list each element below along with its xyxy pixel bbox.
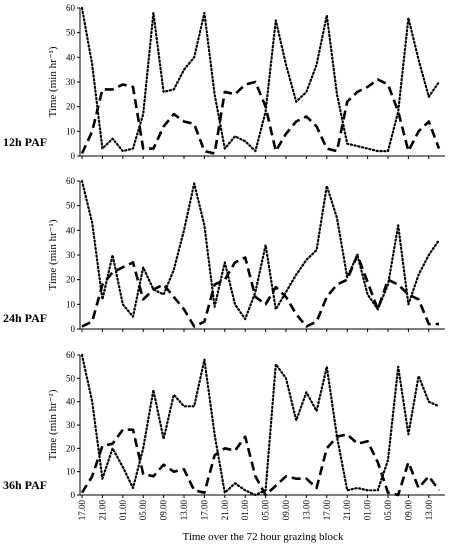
panel-1: 0 10 20 30 40 50 60 Time (min hr⁻¹) 12h PAF — [3, 3, 445, 161]
x-tick-label: 01.00 — [240, 500, 250, 521]
dashed-series-line — [81, 253, 439, 328]
y-tick-label: 0 — [71, 151, 76, 161]
x-tick-label: 09.00 — [159, 500, 169, 521]
y-tick-label: 60 — [66, 3, 76, 13]
panel-label: 24h PAF — [3, 311, 47, 325]
x-axis-title: Time over the 72 hour grazing block — [183, 531, 344, 543]
dotted-series-line — [80, 353, 441, 497]
dotted-series-line — [80, 179, 441, 321]
dotted-series-line — [80, 6, 441, 153]
x-tick-label: 21.00 — [220, 500, 230, 521]
y-tick-label: 30 — [66, 250, 76, 260]
x-tick-label: 13.00 — [301, 500, 311, 521]
y-tick-label: 60 — [66, 176, 76, 186]
x-tick-label: 01.00 — [118, 500, 128, 521]
y-axis-title: Time (min hr⁻¹) — [47, 46, 59, 117]
x-tick-label: 05.00 — [138, 500, 148, 521]
panel-2: 0 10 20 30 40 50 60 Time (min hr⁻¹) 24h PAF — [3, 176, 445, 334]
x-tick-label: 21.00 — [97, 500, 107, 521]
y-tick-label: 50 — [66, 201, 76, 211]
y-tick-label: 30 — [66, 420, 76, 430]
y-tick-label: 10 — [66, 126, 76, 136]
y-tick-label: 20 — [66, 443, 76, 453]
panel-label: 36h PAF — [3, 478, 47, 492]
y-tick-label: 40 — [66, 225, 76, 235]
x-tick-label: 13.00 — [424, 500, 434, 521]
y-tick-label: 20 — [66, 275, 76, 285]
y-tick-label: 0 — [71, 490, 76, 500]
y-tick-label: 60 — [66, 350, 76, 360]
y-tick-label: 20 — [66, 102, 76, 112]
x-tick-label: 13.00 — [179, 500, 189, 521]
chart-panels: 0 10 20 30 40 50 60 Time (min hr⁻¹) 12h PAF 0 10 20… — [3, 3, 445, 520]
y-tick-label: 0 — [71, 324, 76, 334]
y-tick-label: 10 — [66, 467, 76, 477]
x-tick-label: 17.00 — [199, 500, 209, 521]
x-tick-label: 05.00 — [383, 500, 393, 521]
x-tick-label: 09.00 — [403, 500, 413, 521]
panel-3: 0 10 20 30 40 50 60 Time (min hr⁻¹) 36h PAF — [3, 350, 445, 500]
dashed-series-line — [80, 78, 441, 155]
panel-label: 12h PAF — [3, 135, 47, 149]
y-tick-label: 50 — [66, 28, 76, 38]
y-tick-label: 50 — [66, 373, 76, 383]
y-tick-label: 10 — [66, 299, 76, 309]
y-tick-label: 30 — [66, 77, 76, 87]
x-tick-label: 17.00 — [77, 500, 87, 521]
x-tick-label: 17.00 — [322, 500, 332, 521]
y-tick-label: 40 — [66, 397, 76, 407]
y-axis-title: Time (min hr⁻¹) — [47, 389, 59, 460]
x-tick-label: 09.00 — [281, 500, 291, 521]
x-tick-label: 21.00 — [342, 500, 352, 521]
x-tick-label: 05.00 — [261, 500, 271, 521]
y-axis-title: Time (min hr⁻¹) — [47, 219, 59, 290]
x-tick-labels: 17.00 21.00 01.00 05.00 09.00 13.00 17.00 21.00… — [77, 500, 434, 521]
y-tick-label: 40 — [66, 52, 76, 62]
dashed-series-line — [80, 428, 441, 497]
x-tick-label: 01.00 — [363, 500, 373, 521]
